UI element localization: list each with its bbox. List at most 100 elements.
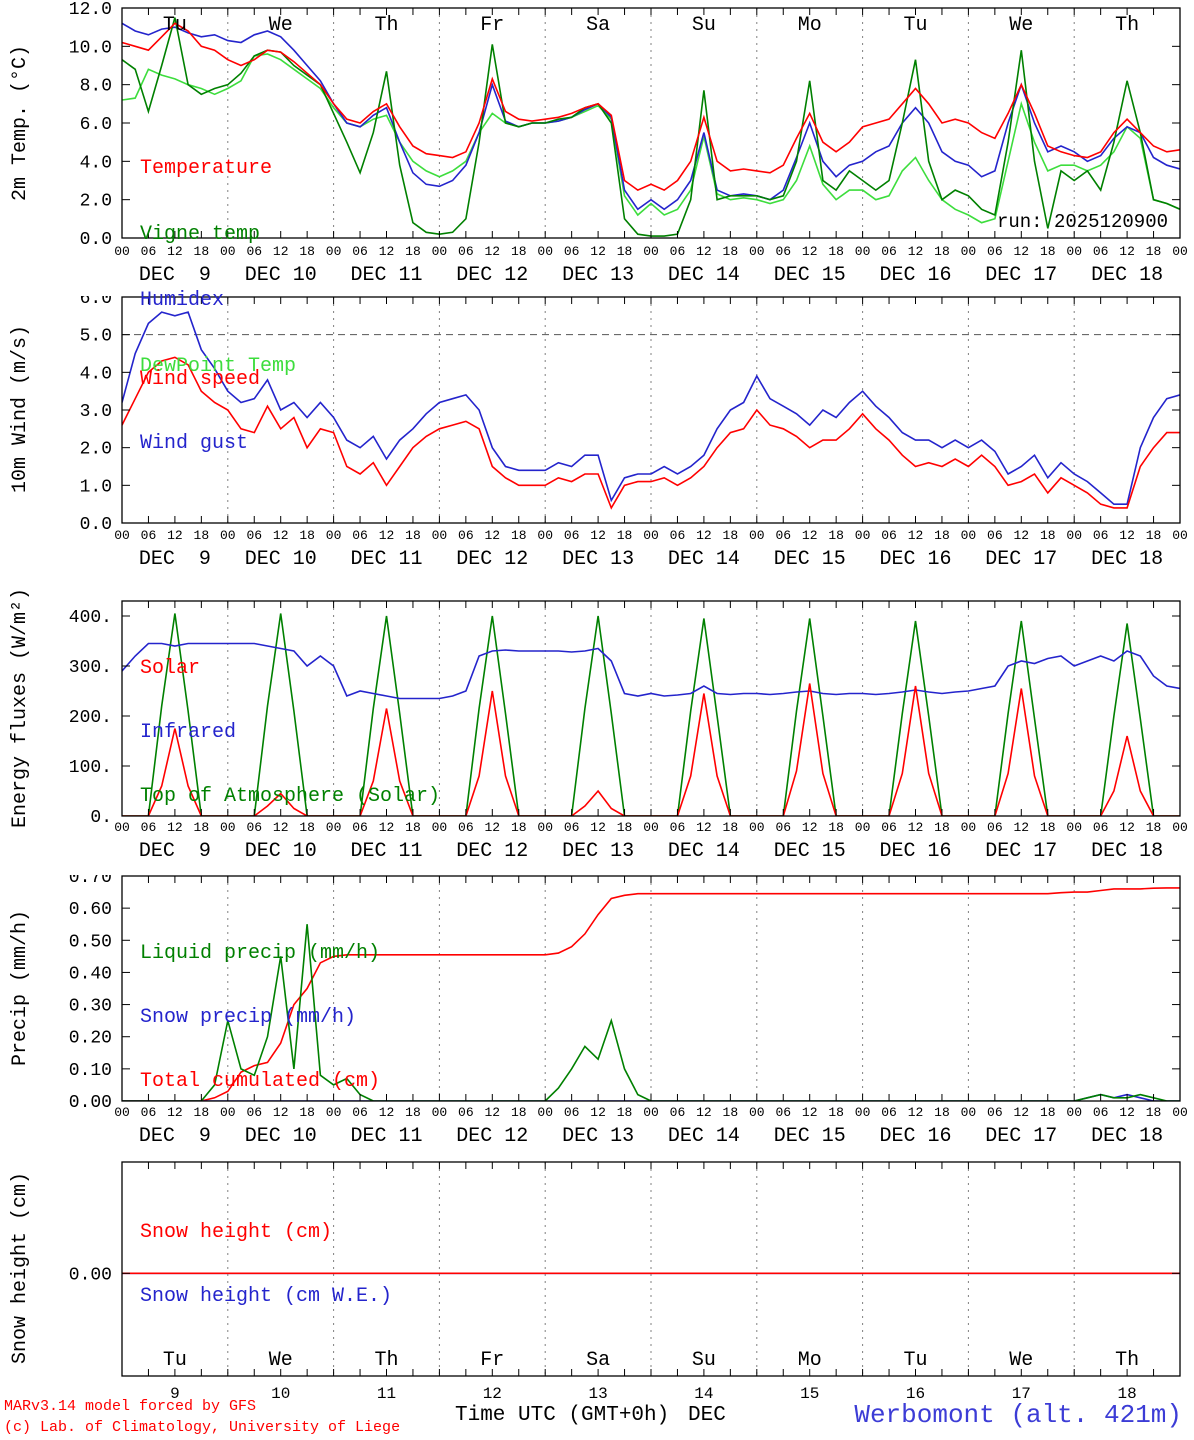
svg-text:06: 06 (564, 820, 580, 835)
svg-text:00: 00 (220, 528, 236, 543)
svg-text:12: 12 (696, 244, 712, 259)
svg-text:18: 18 (1040, 244, 1056, 259)
svg-text:06: 06 (246, 1105, 262, 1120)
svg-text:Th: Th (1115, 14, 1139, 37)
precip-chart: 0.00 0.10 0.20 0.30 0.40 0.50 0.60 0.70 00 06 12 18… (69, 875, 1188, 1148)
svg-text:12: 12 (167, 1105, 183, 1120)
svg-text:00: 00 (220, 1105, 236, 1120)
svg-text:12: 12 (273, 820, 289, 835)
svg-text:18: 18 (934, 528, 950, 543)
svg-text:18: 18 (617, 244, 633, 259)
svg-text:Su: Su (692, 1349, 716, 1372)
svg-text:00: 00 (1066, 528, 1082, 543)
svg-text:18: 18 (511, 528, 527, 543)
svg-text:06: 06 (775, 244, 791, 259)
svg-text:12: 12 (1013, 244, 1029, 259)
svg-text:18: 18 (723, 1105, 739, 1120)
energy-flux-chart: 0. 100. 200. 300. 400. 00 06 12 18 00 06 12 18 00 06 12… (69, 600, 1188, 863)
svg-text:06: 06 (141, 820, 157, 835)
svg-text:DEC 15: DEC 15 (774, 1125, 846, 1148)
svg-text:00: 00 (961, 820, 977, 835)
svg-text:06: 06 (881, 528, 897, 543)
svg-text:12: 12 (696, 820, 712, 835)
svg-text:06: 06 (987, 244, 1003, 259)
legend-temperature: Temperature (140, 157, 273, 180)
svg-text:06: 06 (246, 820, 262, 835)
svg-text:5.0: 5.0 (80, 327, 112, 347)
legend-infrared: Infrared (140, 721, 237, 744)
svg-text:00: 00 (114, 820, 130, 835)
svg-text:Su: Su (692, 14, 716, 37)
svg-text:17: 17 (1012, 1385, 1031, 1403)
svg-text:DEC 18: DEC 18 (1091, 264, 1163, 287)
svg-text:DEC 12: DEC 12 (456, 1125, 528, 1148)
svg-text:DEC 10: DEC 10 (245, 548, 317, 571)
svg-text:12: 12 (484, 528, 500, 543)
svg-text:18: 18 (1146, 244, 1162, 259)
svg-text:Th: Th (374, 14, 398, 37)
svg-text:DEC 17: DEC 17 (985, 548, 1057, 571)
svg-text:06: 06 (246, 528, 262, 543)
svg-text:06: 06 (458, 244, 474, 259)
svg-text:0.30: 0.30 (69, 997, 112, 1017)
svg-text:DEC 9: DEC 9 (139, 264, 211, 287)
svg-text:00: 00 (1172, 820, 1188, 835)
svg-text:06: 06 (670, 1105, 686, 1120)
legend-wind-speed: Wind speed (140, 368, 261, 391)
svg-text:18: 18 (194, 528, 210, 543)
svg-text:300.: 300. (69, 658, 112, 678)
svg-text:0.10: 0.10 (69, 1061, 112, 1081)
svg-text:15: 15 (800, 1385, 819, 1403)
svg-text:06: 06 (987, 820, 1003, 835)
svg-text:Th: Th (374, 1349, 398, 1372)
svg-text:DEC 12: DEC 12 (456, 548, 528, 571)
svg-text:18: 18 (194, 1105, 210, 1120)
svg-text:06: 06 (141, 244, 157, 259)
svg-text:12: 12 (590, 528, 606, 543)
svg-text:18: 18 (1146, 528, 1162, 543)
svg-text:Mo: Mo (798, 1349, 822, 1372)
svg-text:12: 12 (908, 244, 924, 259)
svg-text:0.00: 0.00 (69, 1093, 112, 1113)
svg-text:We: We (1009, 1349, 1033, 1372)
svg-text:18: 18 (723, 528, 739, 543)
svg-text:12: 12 (484, 820, 500, 835)
svg-text:00: 00 (326, 1105, 342, 1120)
precip-legend: Liquid precip (mm/h) Snow precip (mm/h) … (140, 904, 380, 1132)
svg-text:00: 00 (537, 528, 553, 543)
svg-text:00: 00 (1172, 244, 1188, 259)
svg-text:DEC 15: DEC 15 (774, 548, 846, 571)
svg-text:18: 18 (934, 244, 950, 259)
svg-text:00: 00 (114, 1105, 130, 1120)
svg-text:18: 18 (828, 528, 844, 543)
svg-text:6.0: 6.0 (80, 296, 112, 309)
svg-text:12: 12 (590, 1105, 606, 1120)
energy-legend: Solar Infrared Top of Atmosphere (Solar) (140, 619, 440, 847)
svg-text:DEC 17: DEC 17 (985, 840, 1057, 863)
svg-text:2.0: 2.0 (80, 192, 112, 212)
svg-text:00: 00 (1172, 1105, 1188, 1120)
svg-text:18: 18 (934, 820, 950, 835)
svg-text:00: 00 (537, 1105, 553, 1120)
svg-text:12: 12 (484, 244, 500, 259)
svg-text:06: 06 (352, 1105, 368, 1120)
legend-wind-gust: Wind gust (140, 432, 249, 455)
svg-text:06: 06 (670, 528, 686, 543)
svg-text:06: 06 (1093, 1105, 1109, 1120)
svg-text:Tu: Tu (163, 14, 187, 37)
svg-text:12: 12 (1013, 820, 1029, 835)
svg-text:06: 06 (1093, 528, 1109, 543)
svg-text:We: We (269, 14, 293, 37)
wind-chart: 0.0 1.0 2.0 3.0 4.0 5.0 6.0 00 06 12 18 00 06 12 18 00 0… (80, 296, 1188, 571)
svg-text:DEC 9: DEC 9 (139, 840, 211, 863)
svg-text:DEC 16: DEC 16 (879, 840, 951, 863)
svg-text:18: 18 (299, 1105, 315, 1120)
snow-height-chart: 0.00 Tu We Th Fr Sa Su Mo Tu We Th 9 10 11 12 13 14 15 16 1… (69, 1161, 1181, 1403)
svg-text:6.0: 6.0 (80, 115, 112, 135)
svg-text:18: 18 (828, 820, 844, 835)
svg-text:DEC 12: DEC 12 (456, 840, 528, 863)
station-name: Werbomont (alt. 421m) (854, 1400, 1182, 1430)
svg-text:18: 18 (194, 244, 210, 259)
svg-text:12: 12 (1119, 244, 1135, 259)
svg-text:06: 06 (987, 528, 1003, 543)
